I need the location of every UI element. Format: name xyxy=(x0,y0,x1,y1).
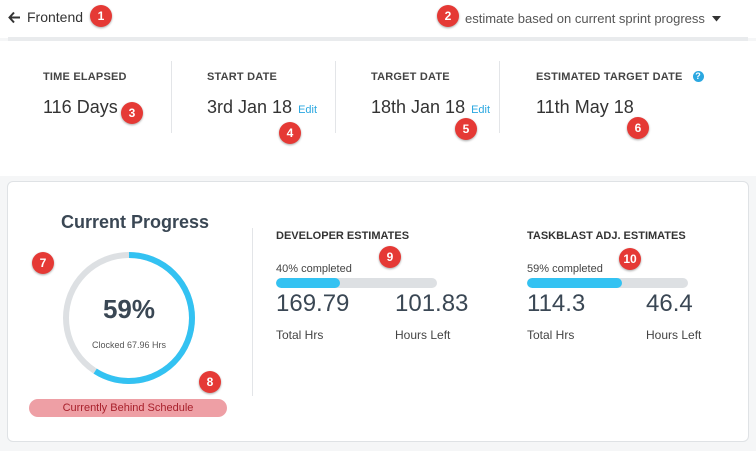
help-icon[interactable]: ? xyxy=(692,71,704,82)
progress-percent: 59% xyxy=(102,294,156,324)
stat-divider xyxy=(335,61,336,133)
annotation-badge: 4 xyxy=(279,122,301,144)
edit-target-date-link[interactable]: Edit xyxy=(471,104,491,116)
stat-label: START DATE xyxy=(207,71,278,83)
progress-ring xyxy=(63,252,195,384)
back-label: Frontend xyxy=(27,9,84,25)
taskblast-progress-bar xyxy=(527,278,688,288)
arrow-left-icon xyxy=(8,11,20,23)
annotation-badge: 6 xyxy=(627,117,649,139)
schedule-status-badge: Currently Behind Schedule xyxy=(29,399,227,417)
stat-target-date: TARGET DATE 18th Jan 18 Edit xyxy=(371,71,490,118)
clocked-hours: Clocked 67.96 Hrs xyxy=(91,340,167,350)
stat-value-row: 18th Jan 18 Edit xyxy=(371,97,490,118)
annotation-badge: 8 xyxy=(199,371,221,393)
hours-left-label: Hours Left xyxy=(646,328,702,342)
stat-divider xyxy=(171,61,172,133)
total-hours-label: Total Hrs xyxy=(527,328,575,342)
annotation-badge: 5 xyxy=(455,118,477,140)
taskblast-numbers: 114.3 Total Hrs 46.4 Hours Left xyxy=(527,290,701,348)
stat-value-row: 3rd Jan 18 Edit xyxy=(207,97,317,118)
stat-value: 116 Days xyxy=(43,97,118,117)
stat-label: TARGET DATE xyxy=(371,71,450,83)
hours-left-label: Hours Left xyxy=(395,328,451,342)
progress-bar-fill xyxy=(527,278,622,288)
total-hours-value: 169.79 xyxy=(276,290,350,317)
estimate-mode-label: estimate based on current sprint progres… xyxy=(465,11,705,26)
stat-divider xyxy=(499,61,500,133)
header-divider xyxy=(8,37,748,41)
card-divider xyxy=(252,228,253,396)
annotation-badge: 7 xyxy=(32,252,54,274)
card-title: Current Progress xyxy=(61,212,210,232)
back-link[interactable]: Frontend xyxy=(8,9,83,25)
section-title: DEVELOPER ESTIMATES xyxy=(276,230,410,242)
edit-start-date-link[interactable]: Edit xyxy=(298,104,318,116)
top-bar: Frontend estimate based on current sprin… xyxy=(0,0,756,38)
estimated-target-date-value: 11th May 18 xyxy=(536,97,634,117)
caret-down-icon xyxy=(711,15,721,21)
stat-time-elapsed: TIME ELAPSED 116 Days xyxy=(43,71,127,118)
hours-left-value: 101.83 xyxy=(395,290,469,317)
stat-label: TIME ELAPSED xyxy=(43,71,127,83)
developer-numbers: 169.79 Total Hrs 101.83 Hours Left xyxy=(276,290,468,348)
completed-label: 59% completed xyxy=(527,263,603,275)
stat-label: ESTIMATED TARGET DATE xyxy=(536,71,683,83)
current-progress-card: Current Progress 59% Clocked 67.96 Hrs C… xyxy=(7,181,749,442)
annotation-badge: 2 xyxy=(437,5,459,27)
target-date-value: 18th Jan 18 xyxy=(371,97,466,117)
progress-ring-arc xyxy=(63,252,195,384)
total-hours-value: 114.3 xyxy=(527,290,586,317)
section-title: TASKBLAST ADJ. ESTIMATES xyxy=(527,230,686,242)
date-stats-panel: TIME ELAPSED 116 Days START DATE 3rd Jan… xyxy=(0,41,756,176)
total-hours-label: Total Hrs xyxy=(276,328,324,342)
annotation-badge: 3 xyxy=(121,102,143,124)
developer-progress-bar xyxy=(276,278,437,288)
taskblast-estimates: TASKBLAST ADJ. ESTIMATES 59% completed 1… xyxy=(527,230,701,348)
estimate-mode-dropdown[interactable]: estimate based on current sprint progres… xyxy=(465,11,721,26)
annotation-badge: 1 xyxy=(90,5,112,27)
annotation-badge: 9 xyxy=(379,246,401,268)
progress-bar-fill xyxy=(276,278,341,288)
developer-estimates: DEVELOPER ESTIMATES 40% completed 169.79… xyxy=(276,230,468,348)
hours-left-value: 46.4 xyxy=(646,290,693,317)
start-date-value: 3rd Jan 18 xyxy=(207,97,293,117)
completed-label: 40% completed xyxy=(276,263,352,275)
stat-estimated-target-date: ESTIMATED TARGET DATE? 11th May 18 xyxy=(536,71,704,118)
stat-label-row: ESTIMATED TARGET DATE? xyxy=(536,71,704,83)
annotation-badge: 10 xyxy=(619,248,641,270)
stat-start-date: START DATE 3rd Jan 18 Edit xyxy=(207,71,317,118)
